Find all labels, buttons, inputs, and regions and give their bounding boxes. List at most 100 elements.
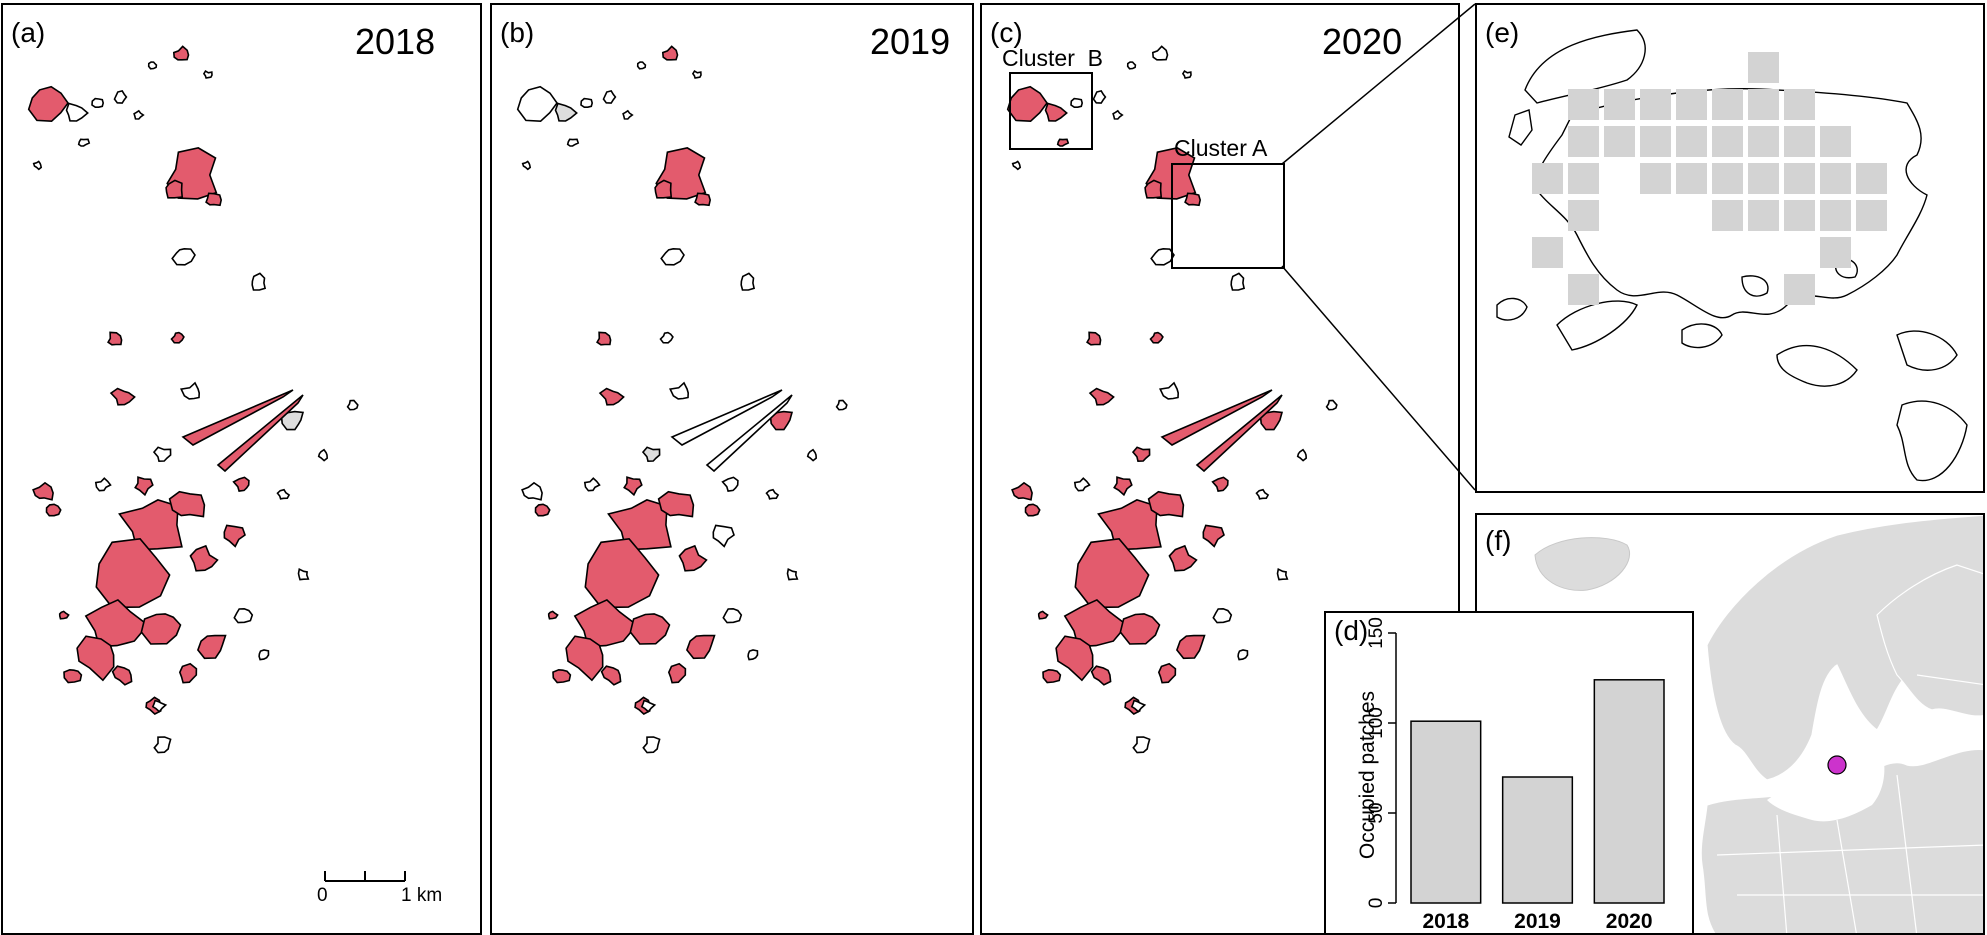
island-patch — [629, 613, 671, 645]
y-tick-label: 150 — [1366, 617, 1387, 649]
x-tick-label-2020: 2020 — [1606, 910, 1653, 933]
finland-landmass — [1876, 564, 1983, 717]
iceland-landmass — [1534, 537, 1630, 591]
scandinavia-landmass — [1706, 515, 1983, 781]
year-label-2020: 2020 — [1322, 21, 1403, 62]
survey-grid-cell — [1712, 126, 1743, 157]
year-label-2019: 2019 — [870, 21, 951, 62]
island-patch — [691, 70, 702, 79]
island-patch — [1159, 381, 1180, 400]
island-patch — [170, 331, 185, 344]
island-patch — [521, 160, 532, 171]
island-patch — [1113, 476, 1133, 497]
island-patch — [1211, 476, 1229, 492]
island-patch — [232, 476, 250, 492]
island-patch — [598, 387, 625, 406]
island-patch — [1055, 635, 1094, 682]
scale-bar — [324, 871, 406, 882]
island-patch — [1074, 537, 1150, 609]
island-patch — [1130, 699, 1147, 713]
island-patch — [740, 272, 756, 291]
panel-label-d: (d) — [1334, 615, 1369, 646]
island-patch — [1202, 524, 1225, 548]
occupied-patches-bar-chart: 0 50 100 150 2018 2019 2020 — [1366, 617, 1665, 933]
island-patch — [147, 61, 158, 70]
island-patch — [91, 97, 105, 108]
spit-islands — [181, 389, 304, 473]
island-patch — [765, 488, 780, 500]
survey-grid-cell — [1640, 126, 1671, 157]
island-patch — [32, 160, 43, 171]
island-patch — [694, 192, 712, 207]
island-patch — [32, 481, 54, 501]
island-patch — [171, 247, 196, 266]
island-patch — [223, 524, 246, 548]
island-patch — [552, 668, 572, 684]
island-patch — [27, 85, 69, 123]
island-patch — [747, 649, 759, 661]
island-patch — [657, 490, 695, 518]
survey-grid-cell — [1748, 89, 1779, 120]
island-patch — [669, 381, 690, 400]
survey-grid-cell — [1748, 52, 1779, 83]
island-patch — [835, 399, 848, 411]
panel-label-b: (b) — [500, 17, 535, 48]
island-patch — [202, 70, 213, 79]
island-patch — [516, 85, 558, 123]
island-patch — [636, 61, 647, 70]
survey-grid-cell — [1604, 89, 1635, 120]
island-patch — [1325, 399, 1338, 411]
island-patch — [109, 387, 136, 406]
island-patch — [1086, 331, 1102, 346]
island-patch — [107, 331, 123, 346]
island-patch — [133, 109, 145, 120]
survey-grid-cell — [1784, 163, 1815, 194]
island-patch — [1131, 446, 1151, 463]
island-patch — [151, 699, 168, 713]
island-patch — [642, 736, 661, 754]
survey-grid-cell — [1748, 163, 1779, 194]
island-patch — [280, 410, 305, 431]
island-patch — [547, 610, 559, 620]
cluster-a-label: Cluster A — [1174, 135, 1268, 161]
survey-grid-cell — [1712, 163, 1743, 194]
island-map-2018 — [27, 45, 406, 882]
island-patch — [63, 668, 83, 684]
island-patch — [1037, 610, 1049, 620]
island-patch — [654, 179, 673, 199]
survey-grid-cell — [1712, 200, 1743, 231]
island-patch — [565, 635, 604, 682]
survey-grid-cell — [1784, 274, 1815, 305]
island-patch — [1088, 387, 1115, 406]
island-patch — [251, 272, 267, 291]
survey-grid-cell — [1784, 126, 1815, 157]
year-label-2018: 2018 — [355, 21, 436, 62]
island-patch — [622, 109, 634, 120]
island-patch — [1097, 499, 1162, 551]
island-patch — [189, 544, 219, 572]
map-panel-2019: (b) 2019 — [490, 3, 974, 935]
island-patch — [94, 477, 112, 492]
island-patch — [667, 662, 687, 684]
island-patch — [1132, 736, 1151, 754]
island-patch — [659, 331, 674, 344]
island-patch — [1151, 45, 1169, 61]
island-patch — [45, 503, 62, 517]
island-patch — [1112, 109, 1124, 120]
survey-grid-cell — [1856, 163, 1887, 194]
island-patch — [1073, 477, 1091, 492]
island-patch — [1144, 179, 1163, 199]
island-patch — [685, 634, 716, 660]
island-patch — [58, 610, 70, 620]
survey-grid-cell — [1748, 126, 1779, 157]
island-patch — [769, 410, 794, 431]
island-patch — [1212, 607, 1233, 624]
island-patch — [1070, 97, 1084, 108]
island-patch — [722, 607, 743, 624]
island-patch — [196, 634, 227, 660]
survey-grid-cell — [1532, 163, 1563, 194]
survey-grid-cell — [1820, 237, 1851, 268]
island-patch — [1119, 613, 1161, 645]
island-patch — [1024, 503, 1041, 517]
panel-label-a: (a) — [11, 17, 46, 48]
